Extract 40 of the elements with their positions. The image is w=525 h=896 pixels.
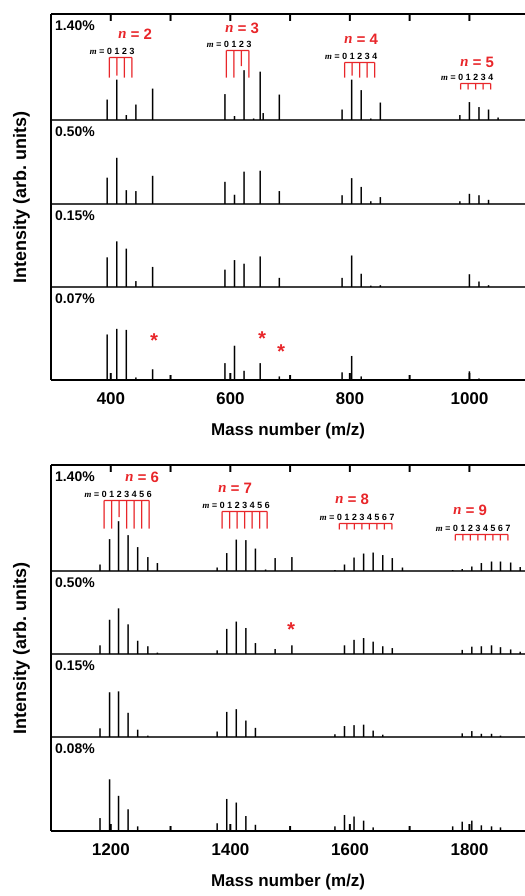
text: m = 0 1 2 3 4 (324, 51, 378, 61)
annotation: * (258, 328, 266, 350)
chart-title: 0.07% (55, 290, 96, 306)
text: n = 4 (344, 30, 379, 48)
x-tick-label: 600 (216, 389, 245, 408)
text: n = 7 (218, 480, 252, 496)
chart-title: 0.15% (55, 657, 96, 673)
annotation: * (287, 619, 296, 641)
x-tick-label: 1800 (450, 840, 488, 860)
x-tick-label: 1600 (330, 840, 369, 860)
x-tick-label: 1400 (211, 840, 250, 860)
annotation: m = 0 1 2 3 4 5 6 7 (436, 523, 510, 533)
text: m = 0 1 2 3 4 5 6 (202, 500, 270, 510)
chart-title: 1.40% (55, 468, 96, 484)
text: m = 0 1 2 3 4 5 6 (84, 489, 152, 499)
chart-title: 0.15% (55, 207, 96, 223)
text: n = 6 (125, 468, 159, 486)
x-tick-label: 800 (336, 389, 364, 408)
chart-title: 0.50% (55, 574, 96, 590)
text: m = 0 1 2 3 (206, 39, 252, 49)
annotation: n = 5 (460, 54, 494, 70)
x-axis-title: Mass number (m/z) (211, 871, 365, 890)
x-axis-title: Mass number (m/z) (211, 420, 365, 439)
chart-title: 0.50% (55, 123, 96, 139)
chart-title: 1.40% (55, 17, 96, 33)
annotation: * (277, 341, 286, 363)
y-axis-title: Intensity (arb. units) (10, 110, 30, 284)
x-tick-label: 400 (96, 389, 125, 408)
y-axis-title: Intensity (arb. units) (10, 562, 30, 734)
x-tick-label: 1200 (92, 840, 130, 860)
text: n = 2 (118, 26, 152, 42)
x-tick-label: 1000 (450, 389, 488, 408)
text: n = 9 (453, 502, 487, 518)
text: m = 0 1 2 3 (90, 46, 134, 56)
annotation: m = 0 1 2 3 4 (440, 72, 494, 82)
annotation: m = 0 1 2 3 4 5 6 7 (320, 512, 394, 522)
annotation: * (150, 330, 158, 352)
text: n = 3 (225, 20, 259, 36)
chart-title: 0.08% (55, 740, 96, 756)
text: n = 8 (335, 490, 369, 508)
